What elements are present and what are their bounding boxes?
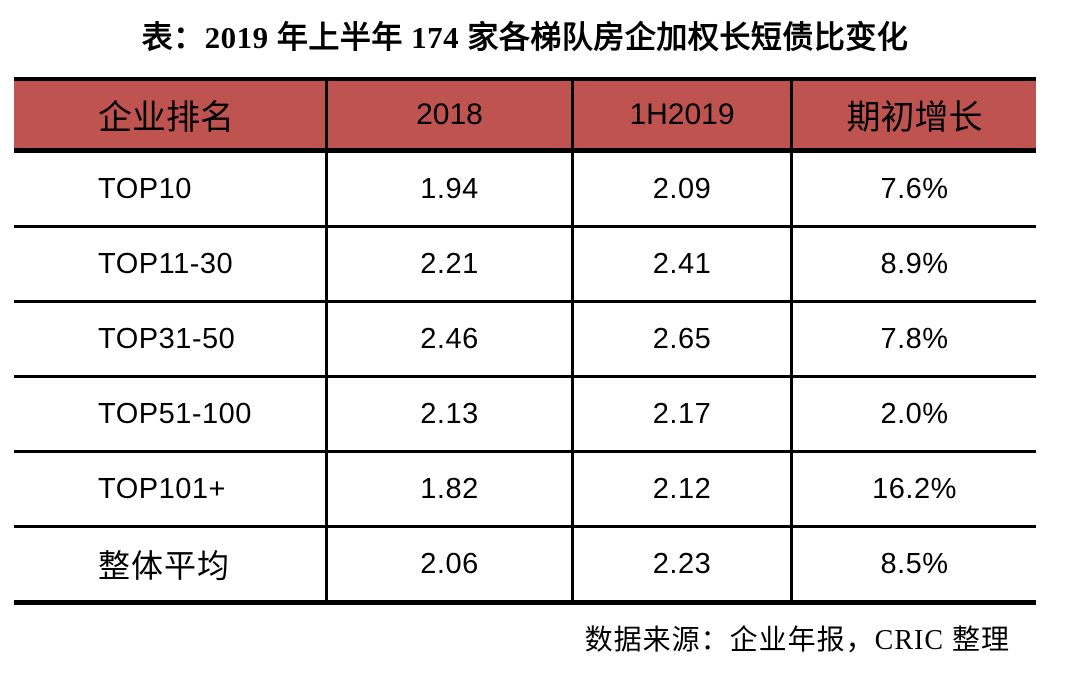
table-row: TOP11-30 2.21 2.41 8.9% xyxy=(14,228,1036,303)
cell-rank: TOP31-50 xyxy=(98,322,236,355)
cell-2018: 1.94 xyxy=(325,153,571,225)
column-header-growth: 期初增长 xyxy=(790,81,1036,148)
table-row: 整体平均 2.06 2.23 8.5% xyxy=(14,528,1036,605)
column-header-2018: 2018 xyxy=(325,81,571,148)
cell-1h2019: 2.23 xyxy=(571,528,790,600)
cell-rank: TOP101+ xyxy=(98,472,226,505)
cell-growth: 2.0% xyxy=(790,378,1036,450)
table-row: TOP10 1.94 2.09 7.6% xyxy=(14,153,1036,228)
cell-growth: 16.2% xyxy=(790,453,1036,525)
table-title: 表：2019 年上半年 174 家各梯队房企加权长短债比变化 xyxy=(141,20,909,55)
cell-2018: 1.82 xyxy=(325,453,571,525)
cell-1h2019: 2.09 xyxy=(571,153,790,225)
cell-2018: 2.46 xyxy=(325,303,571,375)
column-header-1h2019: 1H2019 xyxy=(571,81,790,148)
data-table: 企业排名 2018 1H2019 期初增长 TOP10 1.94 2.09 7.… xyxy=(14,77,1036,605)
cell-rank: TOP51-100 xyxy=(98,397,252,430)
cell-rank: TOP10 xyxy=(98,172,192,205)
cell-rank: TOP11-30 xyxy=(98,247,234,280)
cell-growth: 7.6% xyxy=(790,153,1036,225)
cell-growth: 8.9% xyxy=(790,228,1036,300)
cell-1h2019: 2.65 xyxy=(571,303,790,375)
cell-2018: 2.06 xyxy=(325,528,571,600)
column-header-rank: 企业排名 xyxy=(98,100,234,137)
cell-2018: 2.13 xyxy=(325,378,571,450)
table-header-row: 企业排名 2018 1H2019 期初增长 xyxy=(14,77,1036,153)
data-source-note: 数据来源：企业年报，CRIC 整理 xyxy=(584,625,1010,656)
cell-1h2019: 2.12 xyxy=(571,453,790,525)
cell-growth: 8.5% xyxy=(790,528,1036,600)
cell-1h2019: 2.17 xyxy=(571,378,790,450)
cell-1h2019: 2.41 xyxy=(571,228,790,300)
cell-rank: 整体平均 xyxy=(98,548,231,584)
table-row: TOP31-50 2.46 2.65 7.8% xyxy=(14,303,1036,378)
table-row: TOP51-100 2.13 2.17 2.0% xyxy=(14,378,1036,453)
cell-growth: 7.8% xyxy=(790,303,1036,375)
cell-2018: 2.21 xyxy=(325,228,571,300)
table-row: TOP101+ 1.82 2.12 16.2% xyxy=(14,453,1036,528)
